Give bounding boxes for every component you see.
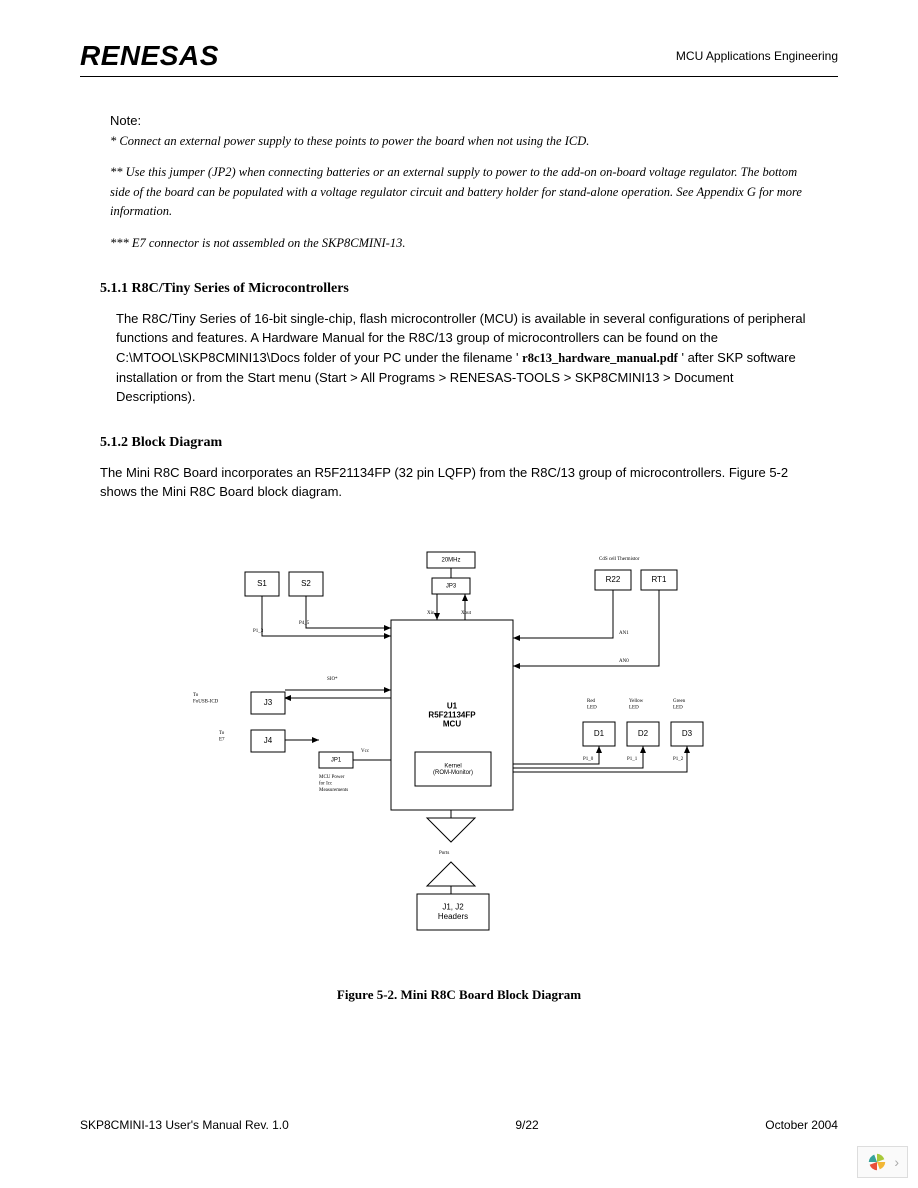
svg-text:To: To	[219, 731, 225, 736]
para-511: The R8C/Tiny Series of 16-bit single-chi…	[110, 309, 808, 407]
svg-text:U1: U1	[447, 701, 458, 710]
svg-text:P1_1: P1_1	[627, 757, 638, 762]
footer-left: SKP8CMINI-13 User's Manual Rev. 1.0	[80, 1118, 289, 1132]
svg-text:R22: R22	[606, 575, 621, 584]
filename-bold: r8c13_hardware_manual.pdf	[522, 351, 678, 365]
heading-512: 5.1.2 Block Diagram	[100, 435, 808, 451]
svg-text:Kernel: Kernel	[444, 763, 461, 769]
note-1: * Connect an external power supply to th…	[110, 132, 808, 151]
svg-text:J1, J2: J1, J2	[442, 902, 464, 911]
svg-text:MCU Power: MCU Power	[319, 775, 345, 780]
svg-text:LED: LED	[587, 705, 597, 710]
svg-text:Ports: Ports	[439, 851, 449, 856]
note-label: Note:	[110, 113, 808, 128]
para-512: The Mini R8C Board incorporates an R5F21…	[100, 463, 808, 502]
figure-caption: Figure 5-2. Mini R8C Board Block Diagram	[110, 987, 808, 1003]
chevron-right-icon[interactable]: ›	[894, 1154, 899, 1170]
svg-text:SIO*: SIO*	[327, 677, 338, 682]
svg-text:AN0: AN0	[619, 659, 629, 664]
svg-text:Yellow: Yellow	[629, 699, 644, 704]
svg-text:D1: D1	[594, 729, 605, 738]
renesas-logo: RENESAS	[80, 40, 219, 72]
svg-text:P1_0: P1_0	[583, 757, 594, 762]
content: Note: * Connect an external power supply…	[80, 113, 838, 1003]
note-2: ** Use this jumper (JP2) when connecting…	[110, 163, 808, 221]
svg-text:LED: LED	[673, 705, 683, 710]
svg-text:Vcc: Vcc	[361, 749, 370, 754]
header-subtitle: MCU Applications Engineering	[676, 49, 838, 63]
block-diagram: S1S220MHzJP3R22RT1J3J4JP1U1R5F21134FPMCU…	[110, 542, 808, 947]
header: RENESAS MCU Applications Engineering	[80, 40, 838, 77]
svg-text:D2: D2	[638, 729, 649, 738]
svg-text:P1_3: P1_3	[253, 629, 264, 634]
svg-text:J4: J4	[264, 736, 273, 745]
svg-text:FoUSB-ICD: FoUSB-ICD	[193, 699, 219, 704]
heading-511: 5.1.1 R8C/Tiny Series of Microcontroller…	[100, 281, 808, 297]
svg-text:JP3: JP3	[446, 583, 457, 589]
svg-text:CdS cell Thermistor: CdS cell Thermistor	[599, 557, 640, 562]
diagram-svg: S1S220MHzJP3R22RT1J3J4JP1U1R5F21134FPMCU…	[179, 542, 739, 942]
svg-text:Xout: Xout	[461, 611, 472, 616]
svg-text:LED: LED	[629, 705, 639, 710]
svg-text:J3: J3	[264, 698, 273, 707]
svg-text:E7: E7	[219, 737, 225, 742]
svg-text:Green: Green	[673, 699, 686, 704]
svg-text:Xin: Xin	[427, 611, 435, 616]
footer: SKP8CMINI-13 User's Manual Rev. 1.0 9/22…	[80, 1118, 838, 1132]
svg-text:AN1: AN1	[619, 631, 629, 636]
svg-text:Headers: Headers	[438, 912, 468, 921]
svg-text:P4_5: P4_5	[299, 621, 310, 626]
svg-text:JP1: JP1	[331, 757, 342, 763]
pinwheel-icon	[866, 1151, 888, 1173]
svg-text:S1: S1	[257, 579, 267, 588]
svg-text:Red: Red	[587, 699, 596, 704]
svg-text:S2: S2	[301, 579, 311, 588]
svg-text:To: To	[193, 693, 199, 698]
svg-text:D3: D3	[682, 729, 693, 738]
svg-text:Measurements: Measurements	[319, 788, 348, 793]
svg-text:R5F21134FP: R5F21134FP	[428, 710, 476, 719]
svg-text:(ROM-Monitor): (ROM-Monitor)	[433, 770, 473, 776]
corner-widget[interactable]: ›	[857, 1146, 908, 1178]
svg-text:20MHz: 20MHz	[441, 557, 460, 563]
svg-text:P1_2: P1_2	[673, 757, 684, 762]
svg-text:for Icc: for Icc	[319, 781, 333, 786]
note-3: *** E7 connector is not assembled on the…	[110, 234, 808, 253]
svg-text:MCU: MCU	[443, 719, 461, 728]
page: RENESAS MCU Applications Engineering Not…	[0, 0, 918, 1188]
footer-center: 9/22	[515, 1118, 538, 1132]
footer-right: October 2004	[765, 1118, 838, 1132]
svg-text:RT1: RT1	[652, 575, 668, 584]
